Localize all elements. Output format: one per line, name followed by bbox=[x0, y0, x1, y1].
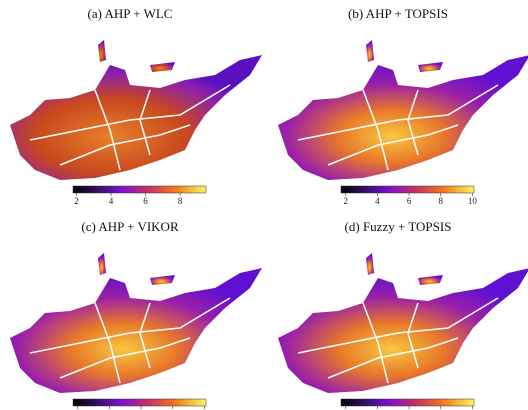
map bbox=[10, 40, 262, 180]
colorbar-tick-label: 6 bbox=[407, 196, 412, 206]
colorbar-tick-label: 4 bbox=[109, 196, 114, 206]
map bbox=[10, 253, 262, 393]
colorbar-tick-label: 2 bbox=[74, 196, 79, 206]
colorbar bbox=[72, 398, 207, 407]
colorbar bbox=[340, 185, 475, 194]
colorbar bbox=[340, 398, 475, 407]
panel-title: (a) AHP + WLC bbox=[88, 6, 173, 21]
colorbar bbox=[72, 185, 207, 194]
map-region bbox=[278, 40, 528, 180]
colorbar-tick-label: 6 bbox=[143, 196, 148, 206]
colorbar-tick-label: 8 bbox=[439, 196, 444, 206]
colorbar-tick-label: 2 bbox=[344, 196, 349, 206]
colorbar-tick-label: 10 bbox=[468, 196, 478, 206]
colorbar-tick-label: 8 bbox=[178, 196, 183, 206]
map bbox=[278, 40, 528, 180]
panel-title: (d) Fuzzy + TOPSIS bbox=[345, 219, 452, 234]
panel-title: (b) AHP + TOPSIS bbox=[348, 6, 448, 21]
map-region bbox=[278, 253, 528, 393]
map-region bbox=[10, 253, 262, 393]
map-region bbox=[10, 40, 262, 180]
colorbar-tick-label: 4 bbox=[375, 196, 380, 206]
map bbox=[278, 253, 528, 393]
panel-title: (c) AHP + VIKOR bbox=[81, 219, 179, 234]
